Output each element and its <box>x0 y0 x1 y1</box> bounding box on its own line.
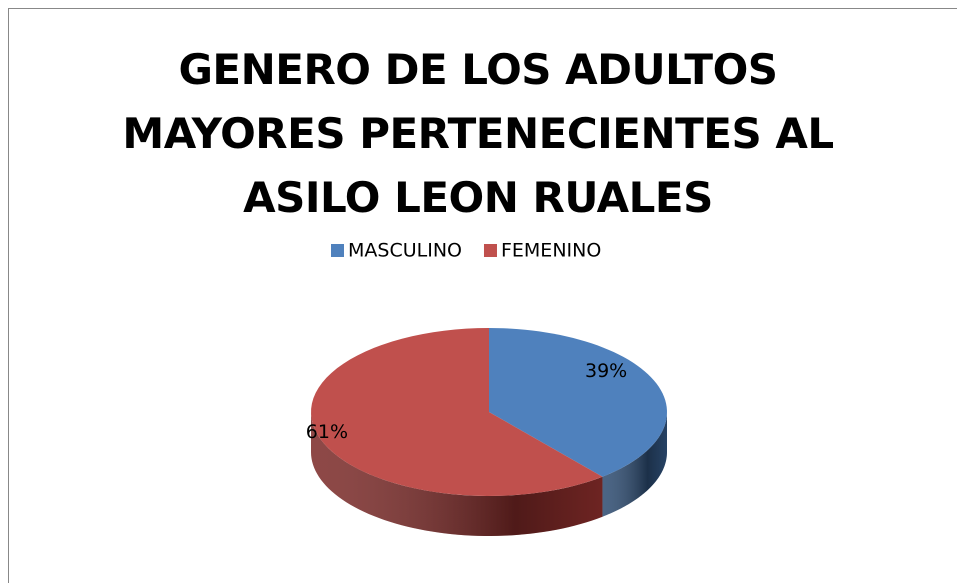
legend-swatch <box>331 244 344 257</box>
data-label: 61% <box>306 421 348 443</box>
legend-label: MASCULINO <box>348 240 462 262</box>
chart-title: GENERO DE LOS ADULTOS MAYORES PERTENECIE… <box>122 45 834 222</box>
legend: MASCULINO FEMENINO <box>331 240 601 262</box>
pie: 39% 61% <box>306 328 667 536</box>
slice-side-shade <box>602 412 667 517</box>
slice <box>489 328 667 477</box>
slice-side-shade <box>311 412 603 536</box>
data-label: 39% <box>585 360 627 382</box>
slice <box>311 328 603 496</box>
legend-label: FEMENINO <box>501 240 601 262</box>
legend-swatch <box>483 244 497 257</box>
